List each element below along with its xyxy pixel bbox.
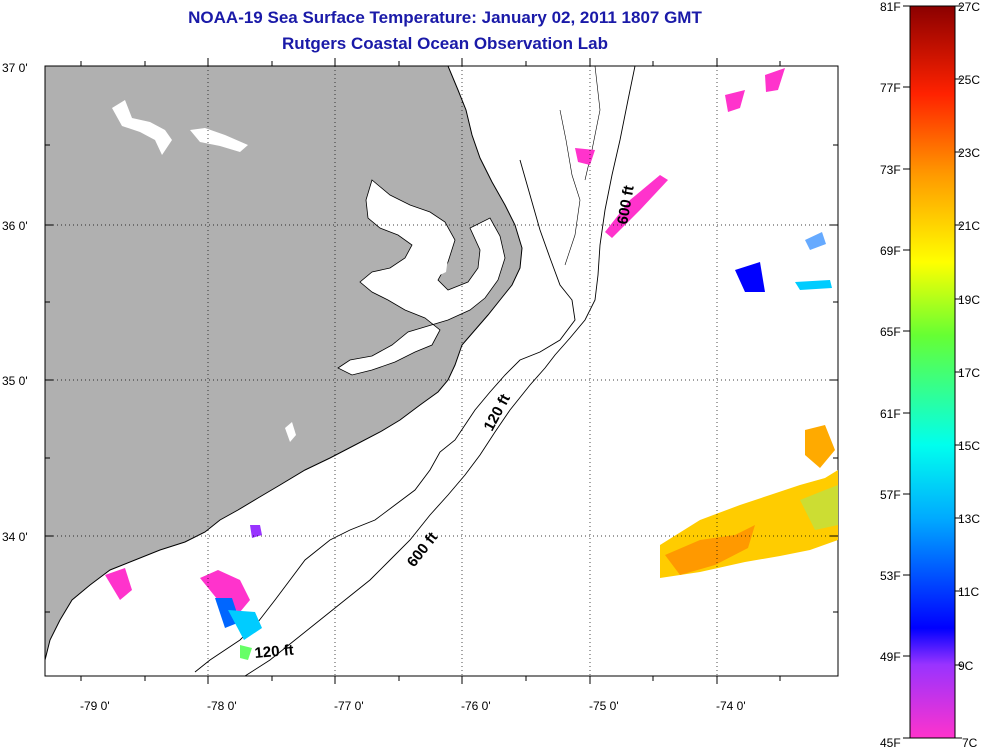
lat-label: 35 0' [2,374,28,388]
inland-lake [440,258,448,275]
colorbar-f-label: 73F [880,163,901,177]
lon-label: -77 0' [334,699,364,713]
colorbar-c-label: 27C [958,0,980,14]
colorbar-f-label: 61F [880,407,901,421]
lon-label: -78 0' [207,699,237,713]
colorbar-c-label: 15C [958,439,980,453]
graticule [45,66,838,676]
colorbar-f-label: 49F [880,650,901,664]
colorbar-f-label: 65F [880,325,901,339]
inland-river [112,100,172,155]
colorbar-c-label: 13C [958,512,980,526]
colorbar-f-label: 69F [880,244,901,258]
colorbar-gradient [909,5,956,739]
inland-lake [285,422,296,442]
sst-patch-cold [240,645,252,660]
sst-patch-cold [575,148,595,165]
lon-label: -75 0' [589,699,619,713]
isobath-label-120ft: 120 ft [254,642,295,662]
isobath-120ft [194,159,576,673]
colorbar-f-label: 53F [880,569,901,583]
sst-patch-cold [805,232,826,250]
sst-patch-cold [105,568,132,600]
colorbar-c-label: 11C [958,585,979,599]
sst-patch-cold [605,175,668,238]
colorbar-f-label: 45F [880,736,901,750]
colorbar-c-label: 7C [962,736,978,750]
colorbar-c-label: 9C [958,659,974,673]
sst-patch-gulfstream [805,425,835,468]
colorbar-c-label: 23C [958,146,980,160]
colorbar-c-label: 19C [958,293,980,307]
colorbar-c-label: 17C [958,366,980,380]
sst-patch-cold [200,570,250,612]
lat-label: 37 0' [2,61,28,75]
sst-patch-gulfstream [665,525,755,575]
sst-patch-cold [228,610,262,640]
lon-label: -79 0' [80,699,110,713]
sst-patch-cold [250,525,262,538]
colorbar-f-label: 77F [880,81,901,95]
map-subtitle: Rutgers Coastal Ocean Observation Lab [282,34,608,53]
sst-patches [105,68,838,660]
colorbar-f-label: 57F [880,488,901,502]
colorbar-f-label: 81F [880,0,901,14]
colorbar: 81F 77F 73F 69F 65F 61F 57F 53F 49F 45F … [880,0,980,750]
isobath-600ft [244,66,636,676]
sst-patch-cold [725,90,745,112]
axis-ticks [45,58,838,684]
sst-patch-gulfstream [800,485,838,530]
lat-label: 36 0' [2,219,28,233]
colorbar-c-label: 21C [958,219,980,233]
map-title: NOAA-19 Sea Surface Temperature: January… [188,8,702,27]
pamlico-sound [337,179,506,376]
isobath-label-600ft: 600 ft [614,184,638,226]
lon-label: -74 0' [716,699,746,713]
inland-river [190,128,248,152]
sst-patch-cold [765,68,785,92]
sst-patch-cold [735,262,765,292]
colorbar-c-label: 25C [958,73,980,87]
lat-label: 34 0' [2,530,28,544]
lon-label: -76 0' [461,699,491,713]
sst-patch-cold [795,280,832,290]
